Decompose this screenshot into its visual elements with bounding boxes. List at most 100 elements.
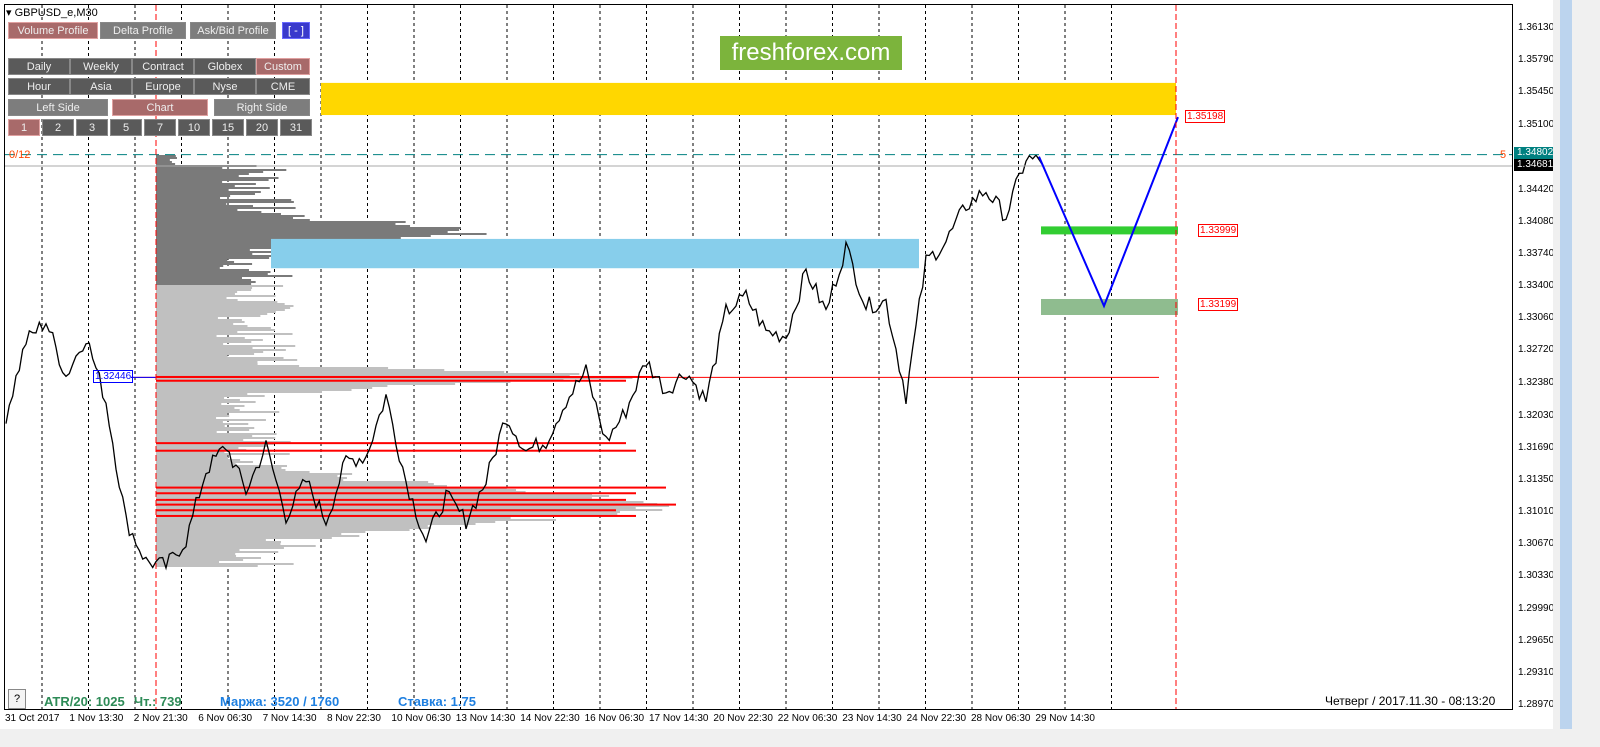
toolbar-button-[interactable]: [ - ] bbox=[282, 22, 310, 39]
toolbar-button-nyse[interactable]: Nyse bbox=[194, 78, 256, 95]
toolbar-button-3[interactable]: 3 bbox=[76, 119, 108, 136]
level-mid-label: 1.33999 bbox=[1198, 224, 1239, 237]
toolbar-button-weekly[interactable]: Weekly bbox=[70, 58, 132, 75]
toolbar-button-contract[interactable]: Contract bbox=[132, 58, 194, 75]
volume-profile-bar bbox=[156, 247, 280, 249]
volume-profile-bar bbox=[156, 333, 293, 335]
high-volume-node bbox=[156, 486, 666, 489]
high-volume-node bbox=[156, 514, 636, 517]
projection-zigzag bbox=[1038, 116, 1179, 309]
vertical-scrollbar[interactable] bbox=[1553, 0, 1600, 729]
time-tick: 22 Nov 06:30 bbox=[777, 713, 838, 724]
toolbar-button-10[interactable]: 10 bbox=[178, 119, 210, 136]
volume-profile-bar bbox=[156, 335, 217, 337]
price-tick: 1.34080 bbox=[1518, 215, 1555, 227]
atr-readout: ATR/20: 1025 bbox=[44, 694, 125, 709]
volume-profile-bar bbox=[156, 455, 228, 457]
volume-profile-bar bbox=[156, 229, 460, 231]
volume-profile-bar bbox=[156, 397, 225, 399]
volume-profile-bar bbox=[156, 285, 284, 287]
price-tick: 1.30670 bbox=[1518, 538, 1555, 550]
volume-profile-bar bbox=[156, 351, 264, 353]
help-button[interactable]: ? bbox=[8, 689, 26, 709]
toolbar-button-chart[interactable]: Chart bbox=[112, 99, 208, 116]
volume-profile-bar bbox=[156, 199, 292, 201]
toolbar-button-20[interactable]: 20 bbox=[246, 119, 278, 136]
volume-profile-bar bbox=[156, 565, 258, 567]
volume-profile-bar bbox=[156, 547, 284, 549]
price-tick: 1.33740 bbox=[1518, 247, 1555, 259]
volume-profile-bar bbox=[156, 513, 618, 515]
volume-profile-bar bbox=[156, 383, 456, 385]
toolbar-button-left-side[interactable]: Left Side bbox=[8, 99, 108, 116]
volume-profile-bar bbox=[156, 367, 389, 369]
counter-left: 0/12 bbox=[9, 149, 31, 161]
volume-profile-bar bbox=[156, 211, 262, 213]
toolbar-button-ask-bid-profile[interactable]: Ask/Bid Profile bbox=[190, 22, 276, 39]
volume-profile-bar bbox=[156, 227, 461, 229]
toolbar-button-right-side[interactable]: Right Side bbox=[214, 99, 310, 116]
volume-profile-bar bbox=[156, 541, 282, 543]
toolbar-button-delta-profile[interactable]: Delta Profile bbox=[100, 22, 186, 39]
counter-right: 5 bbox=[1500, 149, 1507, 161]
volume-profile-bar bbox=[156, 317, 218, 319]
volume-profile-bar bbox=[156, 315, 261, 317]
toolbar-button-7[interactable]: 7 bbox=[144, 119, 176, 136]
volume-profile-bar bbox=[156, 411, 280, 413]
supply-zone bbox=[321, 82, 1176, 116]
toolbar-button-15[interactable]: 15 bbox=[212, 119, 244, 136]
price-tick: 1.28970 bbox=[1518, 699, 1555, 710]
toolbar-button-custom[interactable]: Custom bbox=[256, 58, 310, 75]
high-volume-node bbox=[156, 509, 616, 512]
toolbar-button-hour[interactable]: Hour bbox=[8, 78, 70, 95]
toolbar-button-cme[interactable]: CME bbox=[256, 78, 310, 95]
volume-profile-bar bbox=[156, 559, 244, 561]
toolbar-button-volume-profile[interactable]: Volume Profile bbox=[8, 22, 98, 39]
volume-profile-bar bbox=[156, 235, 431, 237]
high-volume-node bbox=[156, 503, 676, 506]
toolbar-button-5[interactable]: 5 bbox=[110, 119, 142, 136]
time-tick: 8 Nov 22:30 bbox=[327, 713, 381, 724]
volume-profile-bar bbox=[156, 389, 352, 391]
volume-profile-bar bbox=[156, 563, 294, 565]
volume-profile-bar bbox=[156, 355, 228, 357]
volume-profile-bar bbox=[156, 403, 222, 405]
volume-profile-bar bbox=[156, 331, 238, 333]
toolbar-button-31[interactable]: 31 bbox=[280, 119, 312, 136]
volume-profile-bar bbox=[156, 277, 242, 279]
volume-profile-bar bbox=[156, 395, 265, 397]
volume-profile-bar bbox=[156, 215, 305, 217]
volume-profile-bar bbox=[156, 553, 236, 555]
volume-profile-bar bbox=[156, 429, 250, 431]
volume-profile-bar bbox=[156, 517, 511, 519]
toolbar-button-1[interactable]: 1 bbox=[8, 119, 40, 136]
volume-profile-bar bbox=[156, 407, 235, 409]
price-tick: 1.31010 bbox=[1518, 506, 1555, 518]
volume-profile-bar bbox=[156, 281, 256, 283]
volume-profile-bar bbox=[156, 171, 264, 173]
volume-profile-bar bbox=[156, 445, 268, 447]
chart-plot-area[interactable] bbox=[4, 4, 1513, 710]
volume-profile-bar bbox=[156, 419, 266, 421]
time-tick: 6 Nov 06:30 bbox=[198, 713, 253, 724]
toolbar-button-2[interactable]: 2 bbox=[42, 119, 74, 136]
volume-profile-bar bbox=[156, 323, 234, 325]
price-tick: 1.32380 bbox=[1518, 376, 1555, 388]
time-tick: 28 Nov 06:30 bbox=[971, 713, 1031, 724]
volume-profile-bar bbox=[156, 371, 505, 373]
toolbar-button-daily[interactable]: Daily bbox=[8, 58, 70, 75]
volume-profile-bar bbox=[156, 533, 342, 535]
toolbar-button-globex[interactable]: Globex bbox=[194, 58, 256, 75]
volume-profile-bar bbox=[156, 163, 176, 165]
volume-profile-bar bbox=[156, 279, 252, 281]
margin-readout: Маржа: 3520 / 1760 bbox=[220, 694, 340, 709]
price-tick: 1.32030 bbox=[1518, 409, 1555, 421]
toolbar-button-europe[interactable]: Europe bbox=[132, 78, 194, 95]
time-tick: 16 Nov 06:30 bbox=[584, 713, 645, 724]
bid-price-label: 1.34681 bbox=[1514, 159, 1554, 171]
toolbar-button-asia[interactable]: Asia bbox=[70, 78, 132, 95]
volume-profile-bar bbox=[156, 501, 644, 503]
volume-profile-bar bbox=[156, 543, 281, 545]
volume-profile-bar bbox=[156, 451, 225, 453]
volume-profile-bar bbox=[156, 195, 231, 197]
